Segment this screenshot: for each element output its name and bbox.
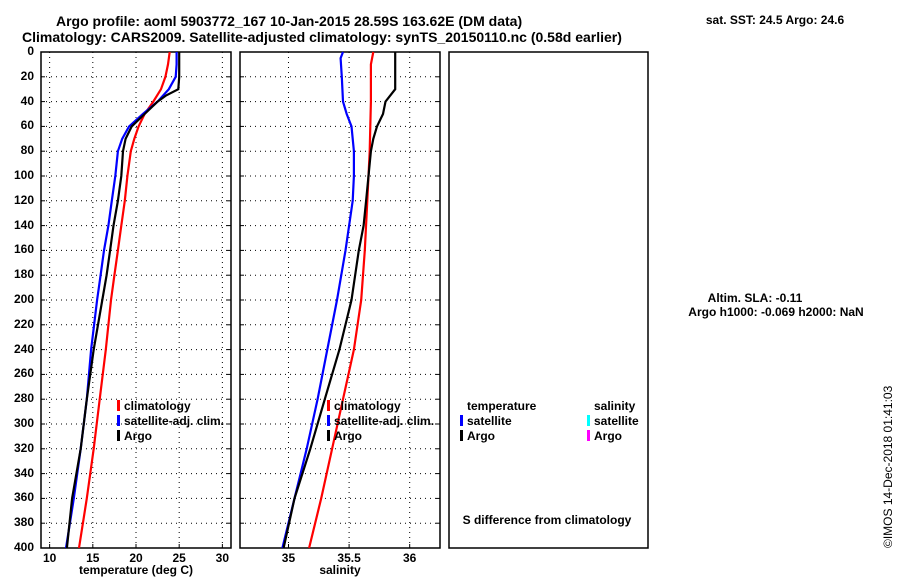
legend-item-t-satellite: satellite [460,414,536,429]
y-tick-label: 0 [27,44,34,58]
legend-swatch [327,415,330,426]
y-tick-label: 320 [13,440,34,455]
legend-label: satellite [594,414,639,428]
legend-item-satellite: satellite-adj. clim. [117,414,224,429]
y-tick-label: 340 [13,465,34,480]
y-tick-label: 180 [13,267,34,282]
legend-swatch [587,430,590,441]
legend-label: Argo [124,429,152,443]
diff-top-xlabel: S difference from climatology [462,513,632,527]
legend-item-argo: Argo [327,429,434,444]
y-tick-label: 280 [13,391,34,406]
x-tick-label: 20 [129,551,143,565]
legend-item-t-argo: Argo [460,429,536,444]
legend-swatch [117,415,120,426]
legend-label: Argo [594,429,622,443]
y-tick-label: 380 [13,515,34,530]
x-tick-label: 36 [403,551,417,565]
y-tick-label: 160 [13,242,34,257]
legend-swatch [117,400,120,411]
y-tick-label: 120 [13,192,34,207]
y-tick-label: 80 [20,143,34,158]
legend-swatch [460,430,463,441]
y-tick-label: 200 [13,292,34,306]
legend-item-s-satellite: satellite [587,414,639,429]
diff-legend-salinity: salinity satellite Argo [587,399,639,444]
legend-label: climatology [334,399,401,413]
legend-group-title: temperature [467,399,537,413]
x-tick-label: 10 [42,551,57,565]
sst-map-title: sat. SST: 24.5 Argo: 24.6 [705,13,845,27]
legend-item-argo: Argo [117,429,224,444]
y-tick-label: 400 [13,540,34,554]
series-line-argo [282,52,397,549]
legend-swatch [327,400,330,411]
legend-label: satellite [467,414,512,428]
diff-legend-temperature: temperature satellite Argo [460,399,536,444]
x-tick-label: 15 [86,551,100,565]
legend-swatch [327,430,330,441]
legend-label: Argo [467,429,495,443]
x-tick-label: 30 [215,551,230,565]
series-line-climatology [77,51,171,549]
y-tick-label: 360 [13,490,34,505]
figure-title-line1: Argo profile: aoml 5903772_167 10-Jan-20… [56,13,523,29]
y-tick-label: 220 [13,316,34,331]
x-tick-label: 25 [172,551,186,565]
figure-title-line2: Climatology: CARS2009. Satellite-adjuste… [22,29,622,45]
legend-label: satellite-adj. clim. [124,414,225,428]
legend-label: satellite-adj. clim. [334,414,435,428]
x-tick-label: 35.5 [337,551,361,565]
legend-item-s-argo: Argo [587,429,639,444]
legend-swatch [587,415,590,426]
series-line-satellite-adj-clim- [281,51,355,549]
y-tick-label: 20 [20,68,34,83]
y-tick-label: 100 [13,168,34,182]
plot-frame-differences [448,51,649,549]
legend-swatch [460,415,463,426]
sal-legend: climatology satellite-adj. clim. Argo [327,399,434,444]
credit-text: ©IMOS 14-Dec-2018 01:41:03 [881,385,895,548]
y-tick-label: 260 [13,366,34,381]
x-axis-label: temperature (deg C) [78,563,194,577]
sla-map-title-line2: Argo h1000: -0.069 h2000: NaN [688,305,864,319]
y-tick-label: 300 [13,416,34,430]
x-axis-label: salinity [319,563,361,577]
y-tick-label: 240 [13,341,34,356]
x-tick-label: 35 [281,551,296,565]
legend-item-climatology: climatology [327,399,434,414]
y-tick-label: 60 [20,118,34,133]
legend-item-satellite: satellite-adj. clim. [327,414,434,429]
legend-swatch [117,430,120,441]
legend-label: Argo [334,429,362,443]
series-line-argo [65,52,181,549]
temp-legend: climatology satellite-adj. clim. Argo [117,399,224,444]
series-line-climatology [308,51,375,549]
legend-label: climatology [124,399,191,413]
sla-map-title-line1: Altim. SLA: -0.11 [707,291,803,305]
legend-item-climatology: climatology [117,399,224,414]
y-tick-label: 40 [20,93,34,108]
legend-group-title: salinity [594,399,636,413]
y-tick-label: 140 [13,217,34,232]
